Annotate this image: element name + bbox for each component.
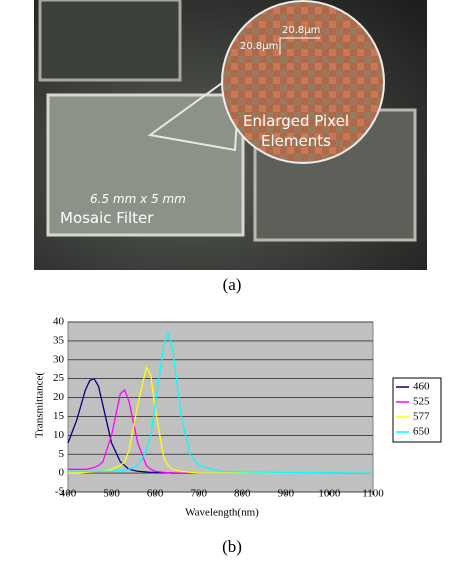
x-tick-label: 1100 — [362, 488, 384, 500]
caption: (a) — [223, 275, 242, 294]
x-tick-label: 800 — [234, 488, 251, 500]
y-tick-label: 5 — [59, 448, 65, 460]
y-tick-label: 20 — [53, 391, 65, 403]
x-tick-label: 700 — [190, 488, 207, 500]
legend-label: 460 — [413, 381, 430, 393]
scale-label: 20.8µm — [282, 25, 320, 36]
size-label: 6.5 mm x 5 mm — [90, 192, 186, 206]
y-tick-label: 35 — [53, 334, 65, 346]
x-tick-label: 500 — [103, 488, 120, 500]
chart: Transmittance( Wavelength(nm) -5 0 5 10 15 20… — [34, 316, 442, 519]
series-line — [68, 331, 374, 474]
pixel-grid — [223, 2, 383, 162]
y-tick-label: 15 — [53, 410, 65, 422]
filter-chip — [38, 0, 182, 82]
y-tick-label: 30 — [53, 353, 65, 365]
x-tick-label: 400 — [60, 488, 77, 500]
y-tick-label: 25 — [53, 372, 65, 384]
legend-label: 577 — [413, 411, 430, 423]
y-axis-label: Transmittance( — [34, 372, 46, 439]
x-axis-label: Wavelength(nm) — [185, 507, 259, 519]
scale-label: 20.8µm — [240, 41, 278, 52]
photo: 20.8µm 20.8µm Enlarged Pixel Elements 6.… — [34, 0, 427, 270]
y-tick-label: 0 — [59, 467, 65, 479]
x-tick-label: 600 — [147, 488, 164, 500]
legend — [392, 377, 442, 443]
plot-area — [67, 321, 374, 493]
filter-label: Mosaic Filter — [60, 209, 154, 227]
magnifier-label: Elements — [261, 132, 331, 150]
caption: (b) — [222, 537, 242, 556]
y-tick-label: 40 — [53, 316, 65, 328]
y-tick-label: -5 — [55, 486, 65, 498]
x-tick-label: 1000 — [318, 488, 341, 500]
x-tick-label: 900 — [278, 488, 295, 500]
legend-label: 525 — [413, 396, 430, 408]
y-tick-label: 10 — [53, 429, 65, 441]
filter-chip — [46, 93, 245, 237]
magnifier-label: Enlarged Pixel — [243, 112, 349, 130]
legend-label: 650 — [413, 426, 430, 438]
